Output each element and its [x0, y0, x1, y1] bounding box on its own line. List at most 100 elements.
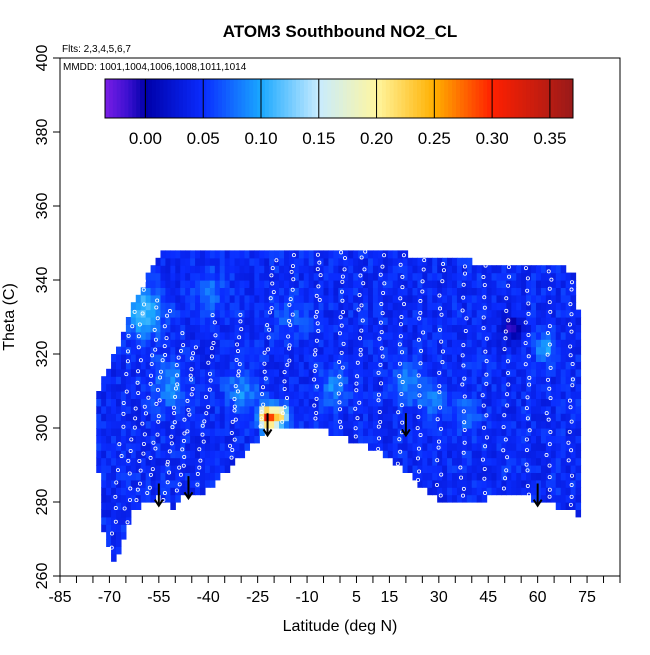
heatmap-cell — [274, 309, 280, 318]
heatmap-cell — [377, 250, 384, 259]
heatmap-cell — [229, 398, 236, 407]
heatmap-cell — [170, 405, 176, 414]
heatmap-cell — [106, 420, 112, 429]
flight-track-point — [397, 342, 402, 347]
colorbar-segment — [335, 79, 340, 118]
heatmap-cell — [284, 420, 290, 429]
heatmap-cell — [486, 339, 493, 348]
heatmap-cell — [116, 502, 122, 510]
heatmap-cell — [545, 280, 552, 288]
heatmap-cell — [135, 420, 142, 429]
flight-track-point — [398, 449, 403, 454]
heatmap-cell — [501, 265, 507, 274]
flight-track-point — [285, 362, 290, 367]
heatmap-cell — [456, 450, 463, 459]
heatmap-cell — [145, 457, 152, 466]
heatmap-cell — [308, 280, 315, 288]
heatmap-cell — [175, 280, 181, 288]
heatmap-cell — [570, 376, 577, 385]
heatmap-cell — [471, 405, 478, 414]
heatmap-cell — [229, 413, 236, 422]
heatmap-cell — [526, 265, 532, 274]
heatmap-cell — [165, 294, 171, 303]
heatmap-cell — [353, 339, 359, 348]
heatmap-cell — [545, 391, 552, 399]
heatmap-cell — [249, 346, 255, 355]
heatmap-cell — [377, 442, 384, 451]
heatmap-cell — [555, 354, 562, 362]
heatmap-cell — [209, 420, 216, 429]
heatmap-cell — [170, 346, 176, 355]
heatmap-cell — [200, 368, 206, 377]
flight-track-point — [463, 328, 468, 333]
heatmap-cell — [456, 494, 463, 503]
heatmap-cell — [338, 294, 344, 303]
flight-track-point — [232, 437, 237, 442]
heatmap-cell — [284, 413, 290, 422]
heatmap-cell — [259, 420, 265, 429]
flight-track-point — [149, 361, 154, 366]
flight-track-point — [164, 336, 169, 341]
heatmap-cell — [570, 405, 577, 414]
heatmap-cell — [521, 280, 527, 288]
heatmap-cell — [343, 272, 349, 281]
flight-track-point — [459, 475, 464, 480]
heatmap-cell — [456, 420, 463, 429]
heatmap-cell — [254, 405, 260, 414]
heatmap-cell — [407, 309, 414, 318]
heatmap-cell — [368, 309, 374, 318]
heatmap-cell — [442, 465, 448, 473]
heatmap-cell — [466, 331, 473, 340]
flight-track-point — [185, 429, 190, 434]
heatmap-cell — [170, 502, 176, 510]
flight-track-point — [402, 302, 407, 307]
heatmap-cell — [575, 354, 582, 362]
flight-track-point — [203, 395, 208, 400]
heatmap-cell — [526, 472, 532, 481]
heatmap-cell — [244, 331, 251, 340]
heatmap-cell — [506, 428, 512, 436]
heatmap-cell — [397, 324, 404, 333]
heatmap-cell — [264, 309, 270, 318]
heatmap-cell — [269, 413, 275, 422]
heatmap-cell — [333, 287, 339, 296]
heatmap-cell — [476, 368, 483, 377]
flight-track-point — [568, 302, 573, 307]
heatmap-cell — [130, 442, 137, 451]
heatmap-cell — [442, 479, 448, 488]
flight-track-point — [399, 403, 404, 408]
heatmap-cell — [234, 250, 241, 259]
heatmap-cell — [456, 376, 463, 385]
flight-track-point — [287, 358, 292, 363]
colorbar-segment — [565, 79, 570, 118]
heatmap-cell — [531, 302, 537, 311]
flight-track-point — [148, 455, 153, 460]
heatmap-cell — [427, 324, 433, 333]
flight-track-point — [138, 468, 143, 473]
heatmap-cell — [348, 376, 354, 385]
heatmap-cell — [575, 346, 582, 355]
heatmap-cell — [125, 509, 132, 518]
heatmap-cell — [338, 250, 344, 259]
heatmap-cell — [303, 331, 310, 340]
flight-track-point — [419, 348, 424, 353]
heatmap-cell — [244, 346, 251, 355]
heatmap-cell — [427, 428, 433, 436]
flight-track-point — [141, 451, 146, 456]
heatmap-cell — [130, 339, 137, 348]
heatmap-cell — [407, 346, 414, 355]
flight-track-point — [262, 361, 267, 366]
heatmap-cell — [259, 272, 265, 281]
heatmap-cell — [491, 413, 498, 422]
heatmap-cell — [209, 265, 216, 274]
heatmap-cell — [239, 398, 246, 407]
flight-track-point — [155, 298, 160, 303]
heatmap-cell — [145, 376, 152, 385]
heatmap-cell — [155, 413, 162, 422]
heatmap-cell — [363, 280, 369, 288]
colorbar-segment — [105, 79, 110, 118]
heatmap-cell — [506, 331, 512, 340]
heatmap-cell — [491, 265, 498, 274]
heatmap-cell — [254, 265, 260, 274]
heatmap-field — [96, 250, 582, 562]
